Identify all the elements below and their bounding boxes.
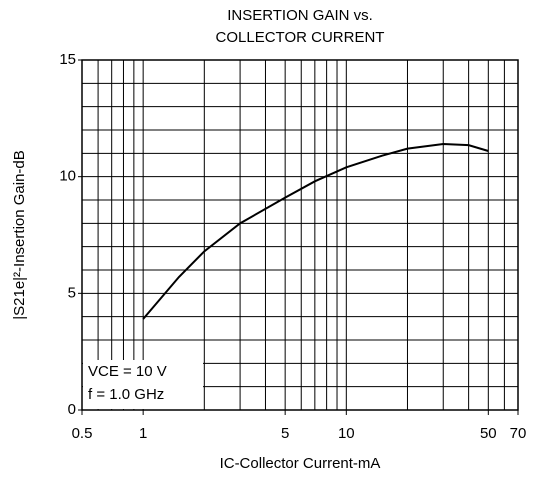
y-tick-label: 15 — [59, 51, 76, 68]
x-tick-label: 70 — [510, 425, 527, 442]
x-tick-label: 10 — [338, 425, 355, 442]
data-line — [142, 142, 489, 320]
annotation: f = 1.0 GHz — [88, 386, 164, 403]
y-tick-label: 10 — [59, 168, 76, 185]
x-axis-label: IC-Collector Current-mA — [220, 455, 381, 472]
y-tick-label: 0 — [68, 401, 76, 418]
chart-title: INSERTION GAIN vs. — [227, 7, 373, 24]
annotation: VCE = 10 V — [88, 363, 167, 380]
y-tick-label: 5 — [68, 284, 76, 301]
x-tick-label: 5 — [281, 425, 289, 442]
x-tick-label: 50 — [480, 425, 497, 442]
y-axis-label: |S21e|²-Insertion Gain-dB — [11, 150, 28, 320]
x-tick-label: 1 — [139, 425, 147, 442]
chart-title: COLLECTOR CURRENT — [216, 29, 385, 46]
plot-frame — [81, 59, 519, 411]
annotation-box — [83, 360, 203, 409]
x-tick-label: 0.5 — [72, 425, 93, 442]
